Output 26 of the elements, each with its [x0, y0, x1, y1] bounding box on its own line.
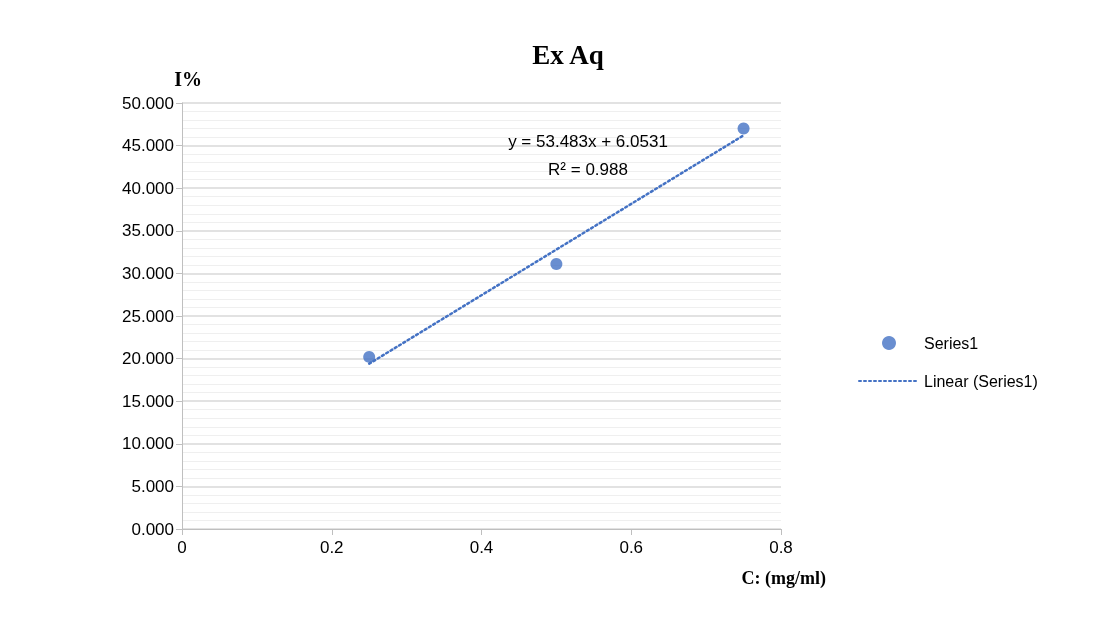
x-tick-label: 0 [177, 538, 187, 557]
annotation: y = 53.483x + 6.0531 [508, 132, 668, 151]
y-tick-label: 5.000 [131, 476, 174, 496]
point [363, 350, 376, 363]
y-tick-label: 40.000 [122, 178, 174, 198]
x-axis-title: C: (mg/ml) [741, 568, 826, 589]
legend-label: Series1 [924, 334, 979, 352]
chart-title: Ex Aq [532, 39, 604, 70]
x-tick-label: 0.8 [769, 538, 793, 557]
y-tick-label: 15.000 [122, 391, 174, 411]
y-tick-label: 0.000 [131, 519, 174, 539]
point [737, 122, 750, 135]
y-tick-label: 50.000 [122, 93, 174, 113]
annotation: R² = 0.988 [548, 160, 628, 179]
y-tick-label: 30.000 [122, 263, 174, 283]
y-tick-label: 25.000 [122, 306, 174, 326]
y-axis-title: I% [174, 68, 202, 90]
y-tick-label: 20.000 [122, 349, 174, 369]
x-tick-label: 0.6 [619, 538, 644, 557]
x-tick-label: 0.4 [469, 538, 494, 557]
y-tick-label: 35.000 [122, 221, 174, 241]
point [550, 258, 563, 271]
x-tick-label: 0.2 [319, 538, 344, 557]
y-tick-label: 45.000 [122, 136, 174, 156]
legend-label: Linear (Series1) [924, 372, 1038, 390]
y-tick-label: 10.000 [122, 434, 174, 454]
